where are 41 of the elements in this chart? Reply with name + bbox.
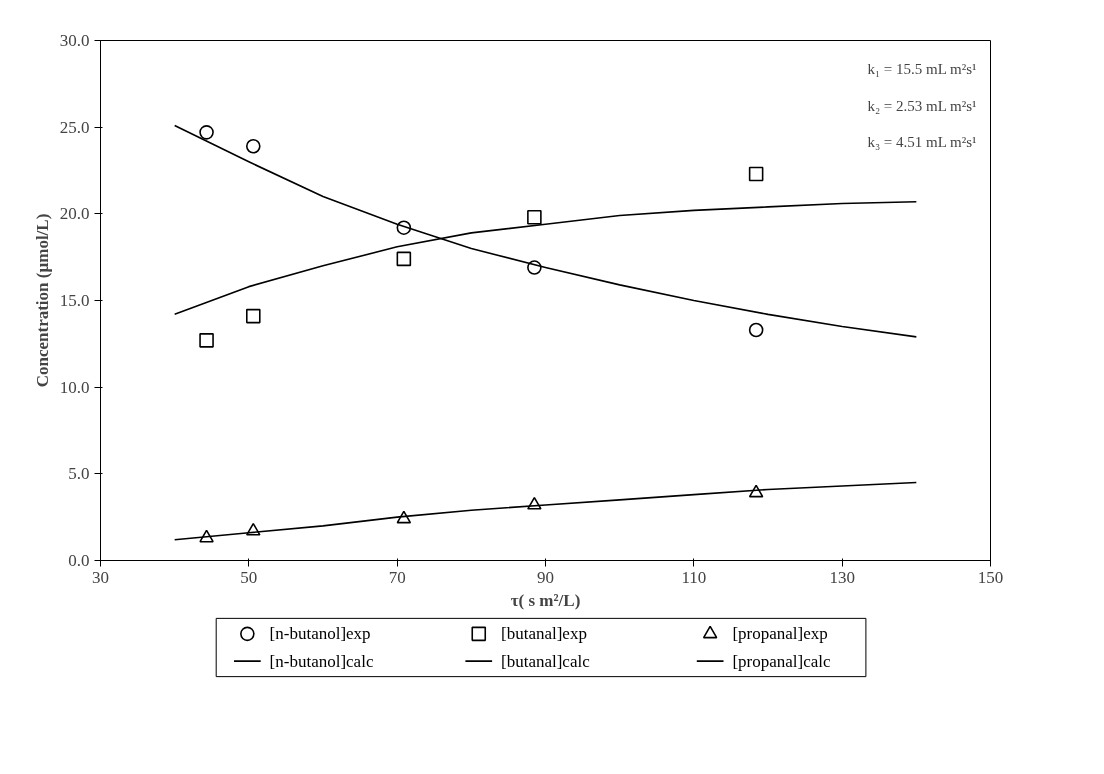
point (245, 522, 261, 536)
x-tick-label: 50 (240, 567, 258, 587)
point (245, 138, 261, 154)
x-tick-label: 70 (388, 567, 406, 587)
legend-label: [n-butanol]calc (269, 651, 374, 671)
y-tick-label: 15.0 (59, 291, 90, 310)
point (245, 308, 261, 324)
point (199, 125, 214, 140)
y-tick-label: 10.0 (59, 377, 90, 397)
annotation: k₁ = 15.5 mL m²s¹ (867, 61, 977, 78)
y-tick-label: 25.0 (59, 117, 90, 137)
point (748, 322, 764, 338)
point (527, 260, 542, 275)
legend-label: [propanal]calc (732, 651, 832, 671)
y-tick-label: 0.0 (68, 551, 90, 570)
point (199, 529, 214, 543)
point (396, 251, 412, 267)
x-tick-label: 150 (977, 567, 1004, 587)
x-tick-label: 130 (829, 567, 855, 587)
y-tick-label: 30.0 (59, 31, 90, 50)
annotation: k₃ = 4.51 mL m²s¹ (867, 134, 977, 151)
legend-label: [n-butanol]exp (269, 624, 371, 644)
point (396, 220, 412, 235)
point (527, 210, 542, 225)
x-tick-label: 30 (92, 567, 109, 587)
x-tick-label: 90 (537, 567, 554, 587)
point (396, 510, 412, 524)
x-axis-title: τ( s m²/L) (510, 590, 581, 610)
legend-label: [butanal]calc (501, 651, 591, 671)
point (527, 496, 542, 510)
x-tick-label: 110 (681, 567, 707, 587)
line-series (173, 481, 918, 541)
legend-label: [propanal]exp (732, 624, 828, 644)
y-tick-label: 20.0 (59, 204, 90, 224)
annotation: k₂ = 2.53 mL m²s¹ (867, 97, 977, 114)
y-tick-label: 5.0 (68, 464, 90, 484)
point (748, 484, 764, 498)
point (748, 166, 764, 182)
y-axis-title: Concentration (µmol/L) (32, 213, 52, 388)
legend-label: [butanal]exp (501, 624, 587, 644)
point (199, 333, 214, 348)
